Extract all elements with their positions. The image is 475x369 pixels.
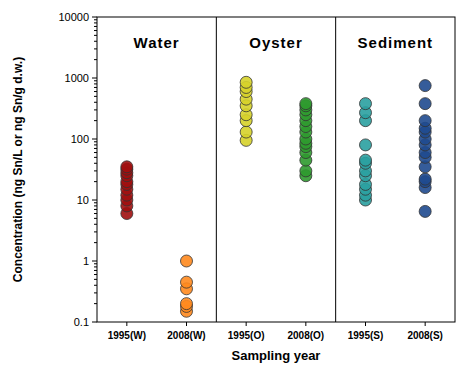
y-minor-tick xyxy=(94,163,97,164)
y-minor-tick xyxy=(94,96,97,97)
y-tick xyxy=(92,261,97,262)
x-tick xyxy=(425,322,426,326)
y-tick xyxy=(92,78,97,79)
point xyxy=(181,276,193,288)
panel-label: Water xyxy=(134,34,180,51)
y-minor-tick xyxy=(94,170,97,171)
x-tick-label: 1995(S) xyxy=(348,330,384,341)
point xyxy=(121,161,133,173)
point xyxy=(360,154,372,166)
point xyxy=(300,165,312,177)
y-tick-label: 1 xyxy=(83,255,89,267)
point xyxy=(360,98,372,110)
panel-label: Sediment xyxy=(358,34,434,51)
y-minor-tick xyxy=(94,83,97,84)
y-minor-tick xyxy=(94,266,97,267)
y-tick-label: 10 xyxy=(77,194,89,206)
y-minor-tick xyxy=(94,120,97,121)
y-minor-tick xyxy=(94,274,97,275)
x-tick-label: 2008(O) xyxy=(287,330,324,341)
point xyxy=(300,98,312,110)
y-minor-tick xyxy=(94,91,97,92)
y-minor-tick xyxy=(94,19,97,20)
y-minor-tick xyxy=(94,292,97,293)
y-axis-label: Concentration (ng Sn/L or ng Sn/g d.w.) xyxy=(11,57,25,282)
y-minor-tick xyxy=(94,205,97,206)
y-minor-tick xyxy=(94,242,97,243)
point xyxy=(419,80,431,92)
x-tick-label: 2008(W) xyxy=(167,330,205,341)
point xyxy=(419,205,431,217)
point xyxy=(360,139,372,151)
point xyxy=(240,76,252,88)
point xyxy=(181,298,193,310)
y-tick-label: 10000 xyxy=(58,11,89,23)
x-tick-label: 2008(S) xyxy=(407,330,443,341)
y-minor-tick xyxy=(94,202,97,203)
y-minor-tick xyxy=(94,87,97,88)
x-tick xyxy=(186,322,187,326)
y-minor-tick xyxy=(94,224,97,225)
y-minor-tick xyxy=(94,35,97,36)
y-tick xyxy=(92,322,97,323)
y-minor-tick xyxy=(94,152,97,153)
points xyxy=(121,76,431,317)
y-minor-tick xyxy=(94,148,97,149)
panel-divider xyxy=(216,17,217,322)
x-tick xyxy=(305,322,306,326)
y-tick-label: 1000 xyxy=(65,72,89,84)
y-minor-tick xyxy=(94,144,97,145)
y-minor-tick xyxy=(94,109,97,110)
y-minor-tick xyxy=(94,59,97,60)
y-minor-tick xyxy=(94,141,97,142)
y-minor-tick xyxy=(94,80,97,81)
y-minor-tick xyxy=(94,231,97,232)
point xyxy=(181,255,193,267)
chart: 0.1 1 10 100 1000 10000 1995(W) 2008(W) 1995(O) 2… xyxy=(0,0,475,369)
y-minor-tick xyxy=(94,41,97,42)
panel-label: Oyster xyxy=(249,34,303,51)
y-minor-tick xyxy=(94,48,97,49)
x-tick xyxy=(246,322,247,326)
y-minor-tick xyxy=(94,279,97,280)
x-tick xyxy=(126,322,127,326)
y-tick-label: 100 xyxy=(71,133,89,145)
y-minor-tick xyxy=(94,209,97,210)
x-axis-label: Sampling year xyxy=(232,348,321,363)
panel-divider xyxy=(335,17,336,322)
y-tick xyxy=(92,200,97,201)
y-minor-tick xyxy=(94,26,97,27)
y-minor-tick xyxy=(94,263,97,264)
y-minor-tick xyxy=(94,30,97,31)
x-tick-label: 1995(O) xyxy=(228,330,265,341)
y-minor-tick xyxy=(94,22,97,23)
y-tick xyxy=(92,139,97,140)
y-tick xyxy=(92,17,97,18)
x-tick xyxy=(365,322,366,326)
y-minor-tick xyxy=(94,181,97,182)
y-minor-tick xyxy=(94,218,97,219)
point xyxy=(419,115,431,127)
point xyxy=(240,126,252,138)
point xyxy=(419,98,431,110)
y-minor-tick xyxy=(94,213,97,214)
plot-frame xyxy=(97,17,455,322)
y-tick-label: 0.1 xyxy=(74,316,89,328)
x-tick-label: 1995(W) xyxy=(108,330,146,341)
y-minor-tick xyxy=(94,285,97,286)
y-minor-tick xyxy=(94,102,97,103)
point xyxy=(419,173,431,185)
y-minor-tick xyxy=(94,157,97,158)
y-minor-tick xyxy=(94,270,97,271)
y-minor-tick xyxy=(94,303,97,304)
